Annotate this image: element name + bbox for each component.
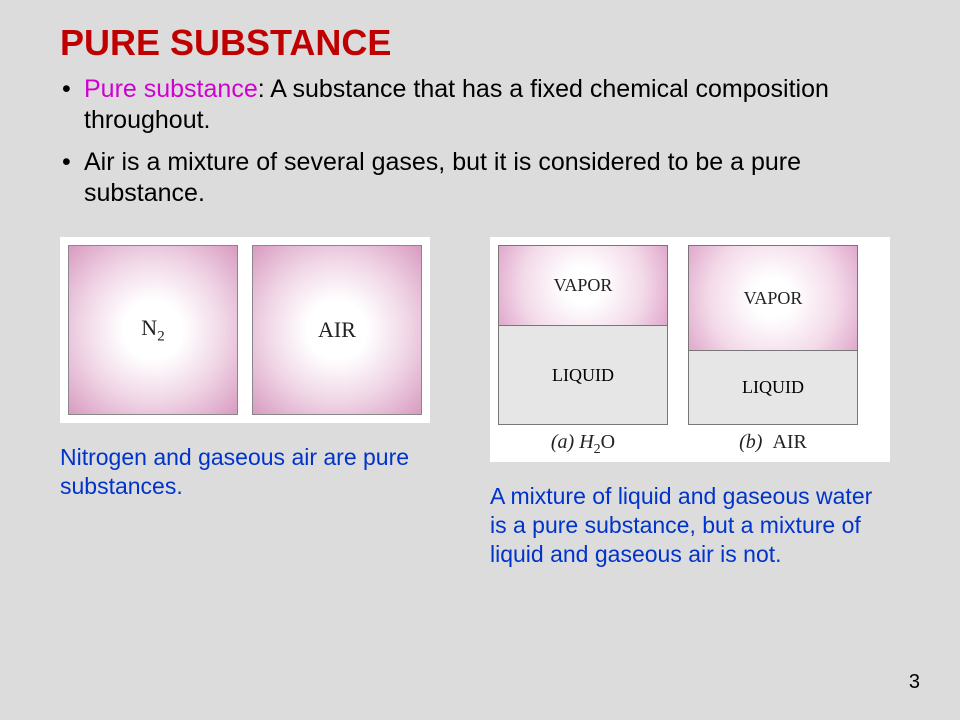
h2o-vapor-box: VAPOR [498, 245, 668, 325]
air-sublabel: (b) AIR [739, 425, 807, 454]
phase-column-b: VAPOR LIQUID (b) AIR [688, 245, 858, 458]
figure-left-boxes: N2 AIR [60, 237, 430, 423]
h2o-sublabel: (a) H2O [551, 425, 615, 458]
bullet-1: Pure substance: A substance that has a f… [56, 74, 910, 137]
n2-box: N2 [68, 245, 238, 415]
slide-title: PURE SUBSTANCE [0, 0, 960, 64]
n2-label: N2 [141, 315, 164, 345]
page-number: 3 [909, 671, 920, 694]
figure-left-caption: Nitrogen and gaseous air are pure substa… [60, 423, 420, 501]
term-pure-substance: Pure substance [84, 75, 258, 103]
figure-left: N2 AIR Nitrogen and gaseous air are pure… [60, 237, 430, 501]
air-vapor-box: VAPOR [688, 245, 858, 350]
air-liquid-box: LIQUID [688, 350, 858, 425]
figure-right-boxes: VAPOR LIQUID (a) H2O VAPOR LIQUID (b) AI… [490, 237, 890, 462]
bullet-list: Pure substance: A substance that has a f… [0, 64, 960, 209]
air-box: AIR [252, 245, 422, 415]
figure-right-caption: A mixture of liquid and gaseous water is… [490, 462, 890, 568]
h2o-liquid-box: LIQUID [498, 325, 668, 425]
figure-right: VAPOR LIQUID (a) H2O VAPOR LIQUID (b) AI… [490, 237, 890, 568]
figures-row: N2 AIR Nitrogen and gaseous air are pure… [0, 219, 960, 568]
phase-column-a: VAPOR LIQUID (a) H2O [498, 245, 668, 458]
bullet-2: Air is a mixture of several gases, but i… [56, 147, 910, 210]
